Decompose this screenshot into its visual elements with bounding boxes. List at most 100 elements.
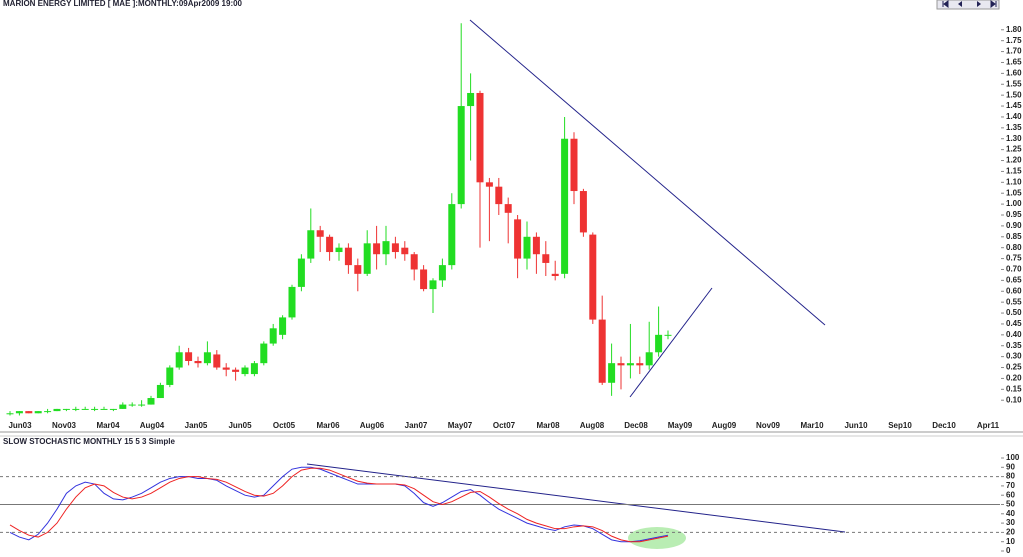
candle-body: [476, 92, 484, 183]
candle-body: [617, 363, 625, 366]
x-tick-label: Aug06: [360, 421, 385, 430]
y-tick-label: 80: [1006, 472, 1015, 481]
candle-body: [551, 273, 559, 277]
trendline: [629, 287, 713, 398]
x-tick-label: Sep10: [888, 421, 912, 430]
y-tick-label: 1.65: [1006, 58, 1022, 67]
x-tick-label: Oct05: [273, 421, 296, 430]
x-tick-label: Aug09: [712, 421, 737, 430]
nav-last[interactable]: [990, 0, 997, 8]
candle-body: [523, 236, 531, 259]
y-tick-label: 60: [1006, 490, 1015, 499]
y-tick-label: 10: [1006, 537, 1015, 546]
candle-body: [288, 286, 296, 318]
y-tick-label: 50: [1006, 500, 1015, 509]
candle-body: [485, 182, 493, 187]
x-tick-label: Mar10: [800, 421, 824, 430]
y-tick-label: 0.65: [1006, 275, 1022, 284]
y-tick-label: 90: [1006, 462, 1015, 471]
candle-body: [307, 230, 315, 259]
indicator-title: SLOW STOCHASTIC MONTHLY 15 5 3 Simple: [3, 437, 175, 446]
candle-body: [250, 363, 258, 375]
y-tick-label: 0.90: [1006, 221, 1022, 230]
y-tick-label: 1.45: [1006, 101, 1022, 110]
candle-body: [203, 352, 211, 364]
y-tick-label: 1.50: [1006, 90, 1022, 99]
candle-body: [232, 369, 240, 372]
candle-body: [269, 328, 277, 344]
y-tick-label: 0.80: [1006, 243, 1022, 252]
y-tick-label: 0.75: [1006, 254, 1022, 263]
candle-body: [532, 236, 540, 255]
candle-body: [279, 317, 287, 335]
x-tick-label: Apr11: [977, 421, 1000, 430]
candle-body: [119, 404, 127, 409]
x-tick-label: Nov03: [52, 421, 77, 430]
y-tick-label: 0.35: [1006, 341, 1022, 350]
y-tick-label: 1.35: [1006, 123, 1022, 132]
candle-body: [401, 247, 409, 255]
y-tick-label: 1.20: [1006, 156, 1022, 165]
candle-body: [15, 411, 23, 414]
y-tick-label: 1.05: [1006, 188, 1022, 197]
candle-body: [138, 404, 146, 406]
nav-buttons[interactable]: [936, 0, 1000, 10]
x-tick-label: Mar08: [536, 421, 560, 430]
candle-body: [382, 241, 390, 255]
y-tick-label: 1.25: [1006, 145, 1022, 154]
candle-body: [335, 247, 343, 253]
candle-body: [457, 106, 465, 205]
candle-body: [175, 352, 183, 368]
candle-body: [260, 343, 268, 364]
x-tick-label: Oct07: [493, 421, 516, 430]
trendline: [469, 19, 826, 326]
candle-body: [100, 408, 108, 410]
candle-body: [194, 360, 202, 364]
candle-body: [542, 254, 550, 263]
x-tick-label: Jan07: [405, 421, 428, 430]
y-tick-label: 1.30: [1006, 134, 1022, 143]
y-tick-label: 20: [1006, 528, 1015, 537]
y-tick-label: 1.75: [1006, 36, 1022, 45]
candle-body: [326, 236, 334, 253]
candle-body: [91, 408, 99, 410]
candle-body: [147, 398, 155, 405]
nav-first[interactable]: [942, 0, 949, 8]
candle-body: [166, 367, 174, 385]
candle-body: [34, 411, 42, 414]
y-tick-label: 1.10: [1006, 177, 1022, 186]
stochastic-line: [9, 466, 669, 543]
x-tick-label: Aug04: [140, 421, 165, 430]
y-tick-label: 1.00: [1006, 199, 1022, 208]
candle-body: [44, 411, 52, 413]
y-tick-label: 0.95: [1006, 210, 1022, 219]
candle-body: [53, 408, 61, 412]
y-tick-label: 0.55: [1006, 297, 1022, 306]
candle-body: [156, 384, 164, 399]
y-tick-label: 1.80: [1006, 25, 1022, 34]
x-tick-label: Nov09: [756, 421, 781, 430]
y-tick-label: 0.40: [1006, 330, 1022, 339]
y-tick-label: 0: [1006, 546, 1011, 555]
candle-body: [636, 363, 644, 366]
candle-body: [626, 363, 634, 366]
candle-body: [570, 138, 578, 192]
nav-bar: [936, 0, 1000, 10]
nav-next[interactable]: [977, 1, 981, 7]
y-tick-label: 0.10: [1006, 395, 1022, 404]
candle-body: [429, 280, 437, 290]
y-tick-label: 70: [1006, 481, 1015, 490]
y-tick-label: 0.70: [1006, 265, 1022, 274]
candle-body: [410, 254, 418, 270]
nav-prev[interactable]: [958, 1, 962, 7]
candle-body: [598, 319, 606, 383]
candle-body: [391, 243, 399, 253]
candle-body: [222, 367, 230, 370]
x-tick-label: Mar06: [316, 421, 340, 430]
candle-body: [608, 363, 616, 383]
trendline: [306, 463, 846, 533]
y-tick-label: 40: [1006, 509, 1015, 518]
candle-body: [664, 334, 672, 336]
candle-body: [6, 413, 14, 415]
candle-body: [316, 230, 324, 237]
